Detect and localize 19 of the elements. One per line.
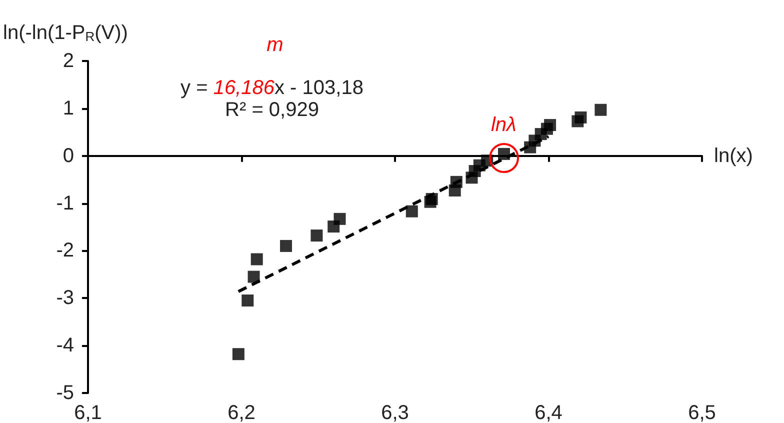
x-axis-title: ln(x) — [714, 144, 753, 167]
y-tick-label: 2 — [62, 50, 74, 72]
y-tick-label: -1 — [56, 192, 74, 214]
x-tick-label: 6,4 — [534, 402, 562, 423]
annotation: y = 16,186x - 103,18 — [180, 77, 364, 99]
y-tick-label: -2 — [56, 240, 74, 262]
y-tick-label: -3 — [56, 287, 74, 310]
y-axis-title: ln(-ln(1-PR(V)) — [3, 22, 128, 44]
x-tick-label: 6,5 — [688, 402, 716, 423]
y-tick-label: -4 — [56, 334, 74, 357]
annotation: R² = 0,929 — [225, 99, 319, 121]
text: m — [266, 34, 284, 56]
x-tick-label: 6,3 — [381, 402, 409, 423]
y-tick-label: -5 — [56, 382, 74, 404]
x-tick-label: 6,2 — [228, 402, 256, 423]
y-tick-label: 1 — [62, 97, 74, 120]
annotation: lnλ — [490, 114, 516, 136]
x-tick-label: 6,1 — [74, 402, 102, 423]
y-tick-label: 0 — [62, 144, 74, 167]
